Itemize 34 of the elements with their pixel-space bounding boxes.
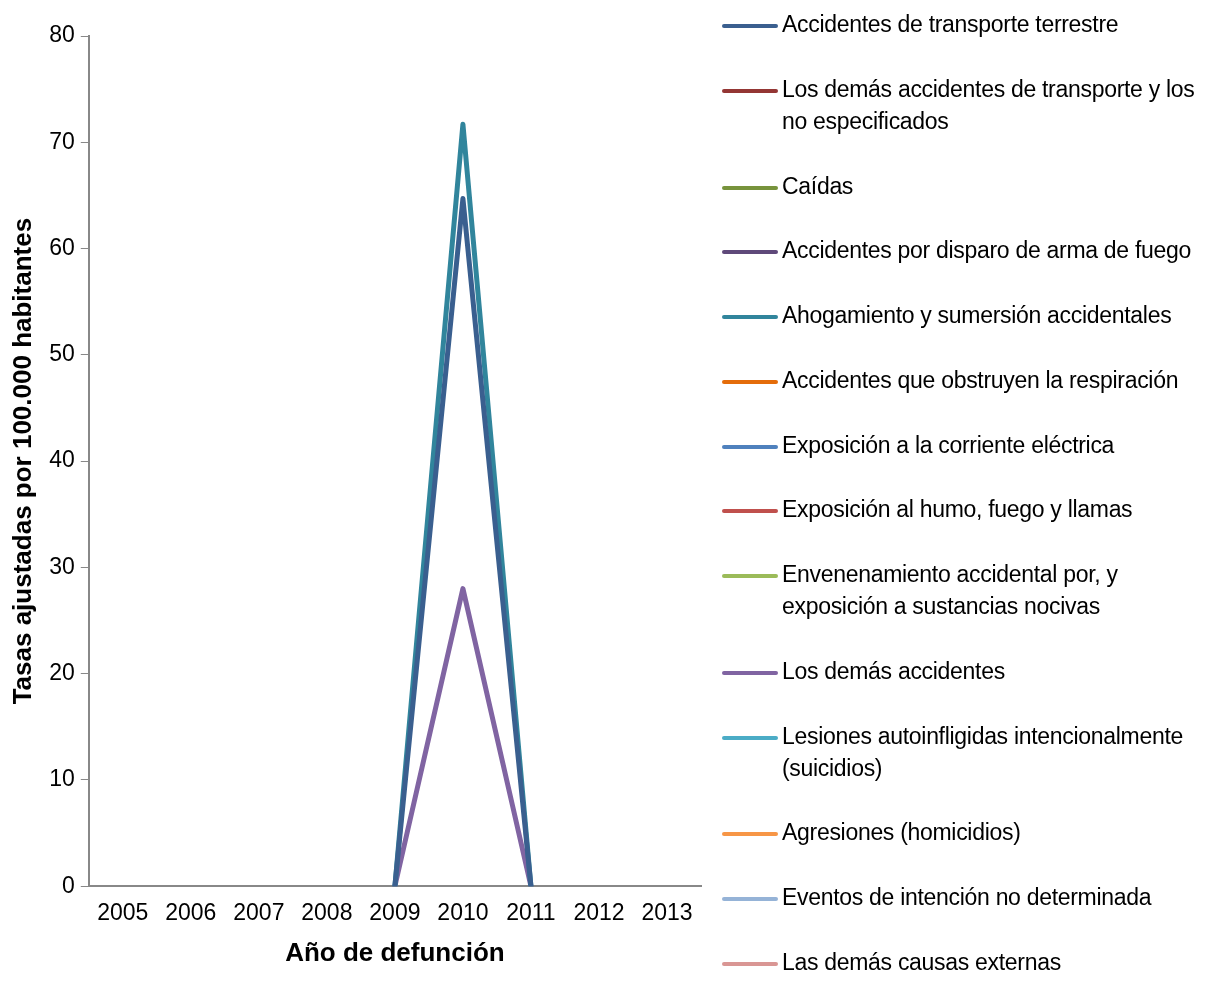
y-tick-label: 40 — [49, 446, 75, 473]
legend-label: Lesiones autoinfligidas intencionalmente (suicidios) — [782, 721, 1184, 783]
x-tick-label: 2008 — [301, 899, 353, 926]
y-tick-label: 70 — [49, 127, 75, 154]
y-tick-label: 10 — [49, 765, 75, 792]
x-tick-label: 2011 — [506, 899, 556, 926]
x-tick-label: 2012 — [573, 899, 625, 926]
y-tick-label: 60 — [49, 233, 75, 260]
y-tick-label: 0 — [61, 871, 75, 898]
x-tick-label: 2005 — [97, 899, 149, 926]
legend-label: Accidentes por disparo de arma de fuego — [782, 236, 1191, 266]
legend-label: Accidentes que obstruyen la respiración — [782, 365, 1179, 395]
y-tick-label: 30 — [49, 552, 75, 579]
y-axis-title: Tasas ajustadas por 100.000 habitantes — [6, 217, 37, 705]
legend-label: Los demás accidentes — [782, 656, 1005, 686]
x-tick-label: 2007 — [233, 899, 285, 926]
legend-label: Exposición al humo, fuego y llamas — [782, 495, 1133, 525]
y-tick-label: 20 — [49, 658, 75, 685]
legend-label: Eventos de intención no determinada — [782, 883, 1152, 913]
legend-label: Las demás causas externas — [782, 947, 1061, 977]
x-tick-label: 2006 — [165, 899, 217, 926]
legend-label: Ahogamiento y sumersión accidentales — [782, 301, 1172, 331]
legend-label: Agresiones (homicidios) — [782, 818, 1021, 848]
legend-label: Caídas — [782, 171, 854, 201]
legend-label: Envenenamiento accidental por, y exposición a sustancias nocivas — [782, 560, 1119, 622]
x-axis-title: Año de defunción — [285, 936, 505, 967]
legend-label: Accidentes de transporte terrestre — [782, 10, 1119, 39]
x-tick-label: 2013 — [641, 899, 693, 926]
y-tick-label: 80 — [49, 21, 75, 48]
x-tick-label: 2010 — [437, 899, 489, 926]
legend-label: Los demás accidentes de transporte y los no especificados — [782, 74, 1196, 136]
y-tick-label: 50 — [49, 340, 75, 367]
legend-label: Exposición a la corriente eléctrica — [782, 430, 1115, 460]
x-tick-label: 2009 — [369, 899, 421, 926]
